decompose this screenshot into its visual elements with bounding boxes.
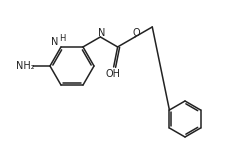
Text: O: O (132, 28, 140, 38)
Text: N: N (51, 37, 58, 47)
Text: N: N (98, 28, 105, 38)
Text: H: H (59, 34, 65, 43)
Text: OH: OH (105, 69, 120, 79)
Text: NH₂: NH₂ (16, 61, 34, 71)
